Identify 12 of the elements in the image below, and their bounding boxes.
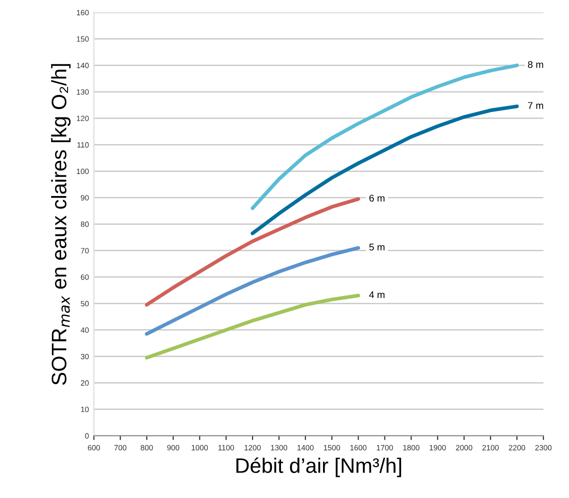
line-series xyxy=(144,294,360,360)
line-series xyxy=(144,246,360,336)
x-axis-title: Débit d’air [Nm³/h] xyxy=(236,457,402,478)
y-axis-title: SOTR$_{max}$ en eaux claires [kg O₂/h] xyxy=(51,64,71,385)
series-label: 7 m xyxy=(528,102,544,109)
line-series xyxy=(250,104,519,236)
series-label: 6 m xyxy=(369,194,384,202)
series-label: 8 m xyxy=(528,61,544,68)
line-series xyxy=(250,64,519,210)
line-series xyxy=(144,197,360,307)
series-label: 4 m xyxy=(369,291,384,298)
series-label: 5 m xyxy=(369,244,384,251)
